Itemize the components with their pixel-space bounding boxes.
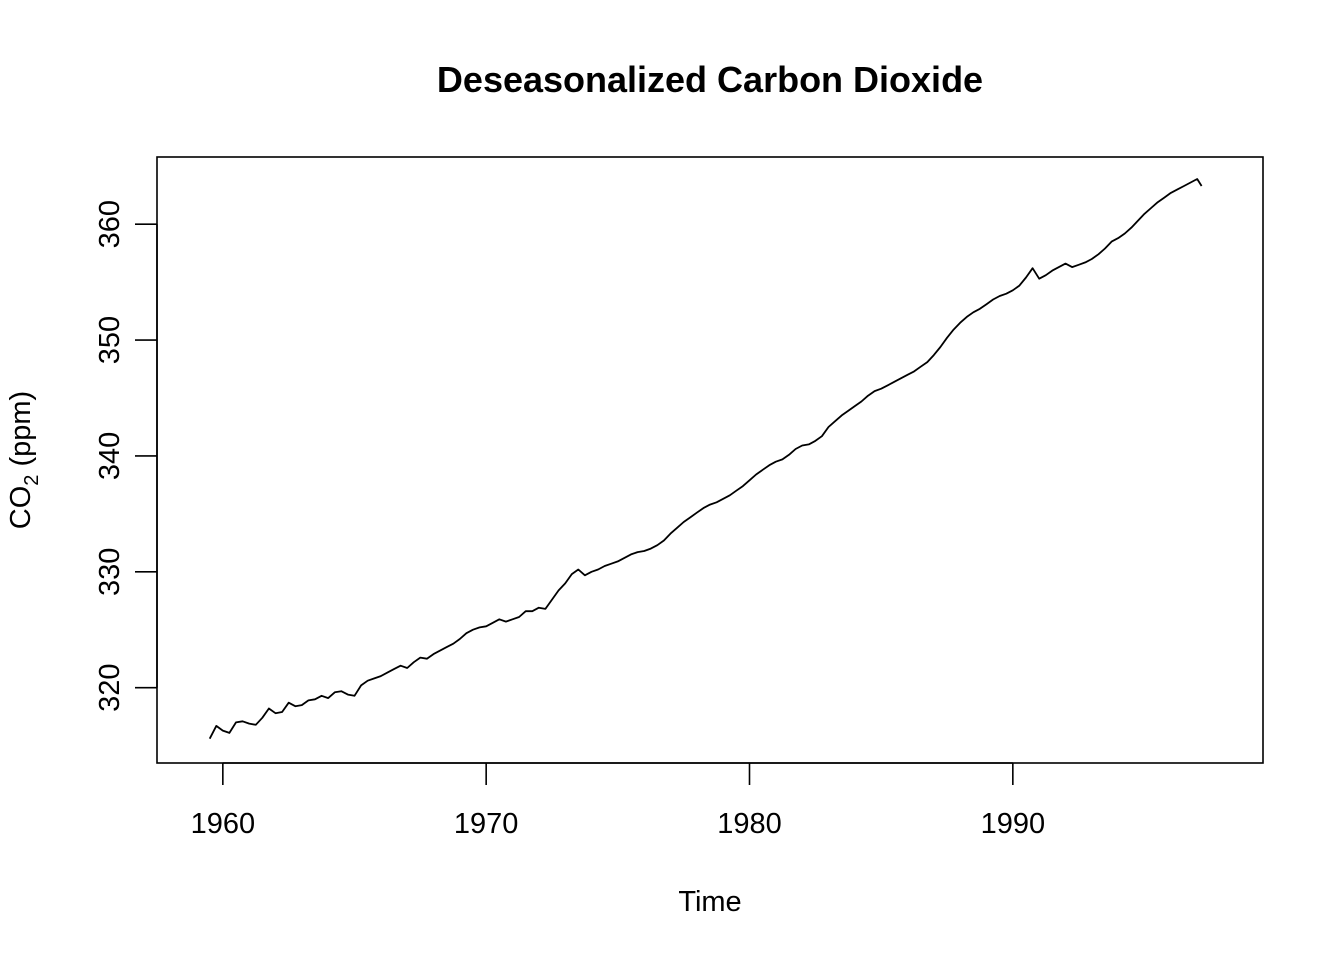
y-axis-label-main: CO — [5, 486, 37, 530]
y-tick-label-320: 320 — [94, 663, 126, 711]
y-axis: 320 330 340 350 360 — [94, 200, 158, 712]
x-tick-label-1970: 1970 — [454, 808, 519, 840]
x-axis-label: Time — [678, 886, 741, 918]
y-axis-label-subscript: 2 — [21, 475, 43, 486]
x-tick-label-1960: 1960 — [191, 808, 256, 840]
chart-title: Deseasonalized Carbon Dioxide — [437, 59, 983, 100]
series-line-co2 — [208, 178, 1203, 740]
y-tick-label-360: 360 — [94, 200, 126, 248]
y-axis-label: CO2 (ppm) — [5, 391, 43, 529]
x-tick-label-1990: 1990 — [981, 808, 1046, 840]
y-axis-label-unit: (ppm) — [5, 391, 37, 475]
y-tick-label-350: 350 — [94, 316, 126, 364]
y-tick-label-340: 340 — [94, 432, 126, 480]
plot-frame — [156, 156, 1264, 764]
x-axis: 1960 1970 1980 1990 — [191, 762, 1046, 840]
y-tick-label-330: 330 — [94, 548, 126, 596]
x-tick-label-1980: 1980 — [717, 808, 782, 840]
